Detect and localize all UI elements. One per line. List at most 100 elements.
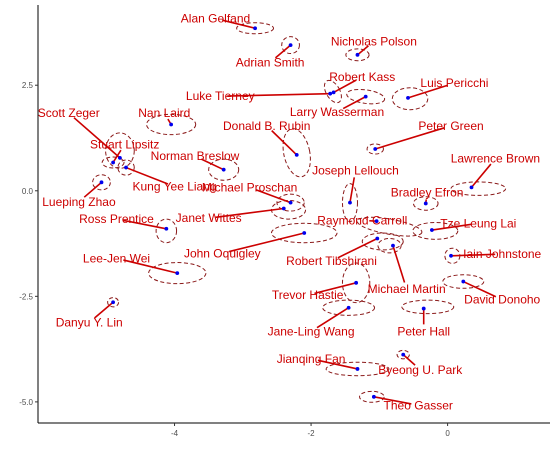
confidence-ellipse: [377, 237, 402, 254]
point-label: David Donoho: [464, 293, 540, 307]
data-point: [421, 306, 426, 311]
leader-lines: [73, 19, 497, 405]
point-label: Tze Leung Lai: [440, 216, 516, 230]
y-tick-label: 0.0: [22, 187, 34, 196]
confidence-ellipse: [282, 128, 311, 178]
data-point: [328, 91, 333, 96]
data-point: [449, 253, 453, 258]
data-point: [221, 167, 226, 172]
leader-line: [450, 253, 496, 257]
point-label: Janet Wittes: [176, 211, 242, 225]
confidence-ellipse: [366, 143, 384, 155]
confidence-ellipse: [345, 48, 370, 62]
confidence-ellipse: [148, 262, 207, 285]
data-point: [294, 152, 299, 157]
confidence-ellipse: [281, 36, 300, 55]
point-label: Danyu Y. Lin: [56, 316, 123, 330]
point-label: Nan Laird: [138, 106, 190, 120]
leader-line: [317, 359, 358, 370]
point-label: Jianqing Fan: [277, 352, 346, 366]
point-label: John Oquigley: [184, 246, 261, 260]
point-label: Nicholas Polson: [331, 34, 417, 48]
leader-line: [356, 45, 369, 56]
data-point: [469, 185, 474, 190]
point-label: Luis Pericchi: [420, 76, 488, 90]
data-point: [288, 43, 293, 48]
data-point: [375, 236, 380, 241]
point-label: Bradley Efron: [391, 185, 464, 199]
y-tick-label: -2.5: [19, 292, 33, 301]
data-point: [124, 165, 128, 170]
leader-line: [125, 166, 169, 185]
leader-line: [73, 117, 121, 159]
confidence-ellipse: [341, 183, 358, 223]
leader-line: [201, 158, 225, 171]
confidence-ellipse: [359, 390, 385, 403]
point-label: Lee-Jen Wei: [83, 251, 150, 265]
confidence-ellipse: [323, 79, 342, 104]
point-label: Robert Tibshirani: [286, 254, 377, 268]
leader-line: [316, 307, 350, 329]
data-point: [391, 243, 395, 248]
data-point: [373, 147, 378, 151]
point-label: Peter Hall: [397, 324, 450, 338]
leader-line: [402, 354, 416, 366]
leader-line: [333, 79, 357, 94]
data-point: [302, 231, 307, 235]
data-point: [346, 305, 351, 310]
confidence-ellipse: [341, 262, 371, 304]
point-label: Lawrence Brown: [451, 152, 540, 166]
data-point: [371, 394, 376, 399]
confidence-ellipse: [346, 88, 386, 105]
point-label: Michael Martin: [368, 282, 446, 296]
leader-line: [431, 223, 472, 231]
data-point: [348, 200, 352, 205]
confidence-ellipse: [105, 132, 135, 169]
confidence-ellipse: [117, 159, 135, 176]
point-label: Norman Breslow: [151, 149, 240, 163]
data-point: [363, 94, 368, 99]
data-point: [331, 90, 336, 95]
data-point: [281, 206, 286, 211]
confidence-ellipse: [396, 349, 410, 360]
data-point: [461, 279, 466, 284]
data-point: [169, 122, 174, 127]
confidence-ellipse: [270, 222, 338, 244]
point-label: Robert Kass: [329, 70, 395, 84]
point-label: Larry Wasserman: [290, 105, 384, 119]
leader-line: [274, 44, 292, 59]
leader-line: [470, 163, 492, 188]
confidence-ellipse: [92, 174, 111, 191]
leader-line: [373, 396, 412, 405]
data-point: [288, 200, 293, 205]
point-label: Joseph Lellouch: [312, 164, 399, 178]
data-point: [374, 219, 379, 224]
point-label: Raymond Carroll: [317, 213, 407, 227]
data-point: [354, 280, 359, 285]
confidence-ellipse: [155, 218, 178, 244]
confidence-ellipse: [146, 113, 197, 136]
data-point: [406, 95, 410, 100]
point-label: Luke Tierney: [186, 89, 255, 103]
point-label: Byeong U. Park: [378, 363, 463, 377]
data-point: [355, 52, 360, 57]
confidence-ellipse: [401, 299, 455, 315]
x-tick-label: -2: [308, 429, 316, 438]
confidence-ellipse: [325, 361, 390, 377]
x-tick-label: -4: [171, 429, 179, 438]
leader-line: [255, 189, 291, 204]
point-label: Ross Prentice: [79, 212, 154, 226]
data-point: [99, 180, 104, 185]
data-point: [111, 160, 115, 165]
leader-line: [123, 259, 178, 274]
point-label: Michael Proschan: [202, 180, 297, 194]
data-point: [429, 228, 434, 232]
point-label: Jane-Ling Wang: [268, 324, 355, 338]
point-label: Scott Zeger: [38, 106, 100, 120]
y-axis-ticks: -5.0 -2.5 0.0 2.5: [19, 81, 38, 407]
point-label: Iain Johnstone: [463, 247, 541, 261]
point-label: Lueping Zhao: [42, 195, 116, 209]
point-label: Kung Yee Liang: [132, 180, 216, 194]
confidence-ellipse: [450, 181, 507, 196]
